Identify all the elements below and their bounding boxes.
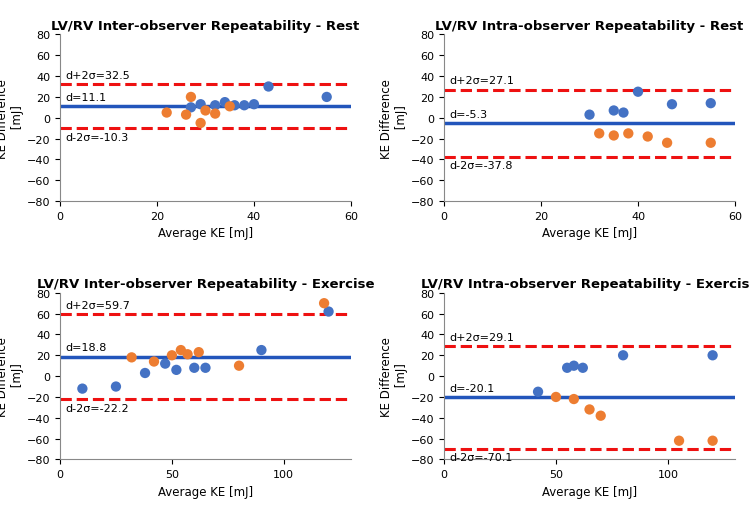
Point (170, 366, 182, 374)
Text: d=-20.1: d=-20.1 (450, 383, 495, 393)
Point (195, 120, 207, 128)
Point (200, 107, 211, 115)
Point (608, 107, 619, 115)
Point (661, 139, 673, 147)
Y-axis label: KE Difference
 [mJ]: KE Difference [mJ] (0, 79, 24, 159)
Point (706, 437, 718, 445)
Point (224, 103, 236, 111)
Point (219, 99, 231, 107)
Point (617, 351, 629, 360)
Text: d=11.1: d=11.1 (66, 93, 107, 103)
Text: d+2σ=59.7: d+2σ=59.7 (66, 300, 130, 310)
Point (188, 364, 200, 372)
Point (209, 102, 221, 110)
Point (160, 109, 172, 117)
Point (706, 351, 718, 360)
Point (584, 406, 596, 414)
X-axis label: Average KE [mJ]: Average KE [mJ] (158, 485, 253, 498)
Point (166, 351, 178, 360)
Point (180, 112, 192, 120)
Point (561, 364, 573, 372)
X-axis label: Average KE [mJ]: Average KE [mJ] (158, 227, 253, 240)
Point (110, 383, 122, 391)
Point (577, 364, 589, 372)
Y-axis label: KE Difference
 [mJ]: KE Difference [mJ] (0, 336, 24, 416)
Point (617, 109, 629, 117)
Point (608, 132, 619, 140)
Point (195, 101, 207, 109)
Point (148, 358, 160, 366)
X-axis label: Average KE [mJ]: Average KE [mJ] (542, 227, 637, 240)
Point (705, 100, 717, 108)
Point (666, 101, 678, 109)
Text: d+2σ=32.5: d+2σ=32.5 (66, 71, 130, 81)
Point (76, 385, 88, 393)
Point (321, 94, 333, 102)
Point (229, 102, 241, 110)
Text: d=-5.3: d=-5.3 (450, 110, 488, 120)
Point (642, 133, 654, 141)
Text: d-2σ=-37.8: d-2σ=-37.8 (450, 161, 513, 171)
Text: d=18.8: d=18.8 (66, 343, 107, 352)
Point (238, 102, 250, 110)
Point (139, 369, 151, 377)
Point (532, 388, 544, 396)
Text: d-2σ=-10.3: d-2σ=-10.3 (66, 132, 129, 142)
Point (632, 88, 644, 96)
Y-axis label: KE Difference
 [mJ]: KE Difference [mJ] (380, 336, 408, 416)
X-axis label: Average KE [mJ]: Average KE [mJ] (542, 485, 637, 498)
Point (322, 308, 334, 316)
Point (595, 412, 607, 420)
Text: d+2σ=29.1: d+2σ=29.1 (450, 332, 514, 342)
Y-axis label: KE Difference
 [mJ]: KE Difference [mJ] (380, 79, 408, 159)
Title: LV/RV Inter-observer Repeatability - Rest: LV/RV Inter-observer Repeatability - Res… (51, 20, 359, 33)
Point (200, 364, 211, 372)
Point (209, 110, 221, 118)
Text: d-2σ=-22.2: d-2σ=-22.2 (66, 403, 130, 413)
Point (568, 362, 580, 370)
Point (705, 139, 717, 147)
Point (262, 83, 274, 91)
Point (185, 94, 197, 102)
Text: d-2σ=-70.1: d-2σ=-70.1 (450, 452, 513, 463)
Point (175, 346, 187, 355)
Title: LV/RV Intra-observer Repeatability - Exercise: LV/RV Intra-observer Repeatability - Exe… (421, 278, 750, 291)
Point (593, 130, 605, 138)
Point (248, 101, 260, 109)
Point (185, 104, 197, 112)
Point (159, 360, 171, 368)
Point (256, 346, 268, 355)
Point (193, 348, 205, 357)
Title: LV/RV Inter-observer Repeatability - Exercise: LV/RV Inter-observer Repeatability - Exe… (37, 278, 374, 291)
Point (584, 112, 596, 120)
Point (568, 395, 580, 403)
Point (550, 393, 562, 401)
Point (233, 362, 245, 370)
Point (125, 354, 137, 362)
Text: d+2σ=27.1: d+2σ=27.1 (450, 76, 514, 86)
Title: LV/RV Intra-observer Repeatability - Rest: LV/RV Intra-observer Repeatability - Res… (436, 20, 744, 33)
Point (673, 437, 685, 445)
Point (622, 130, 634, 138)
Point (182, 350, 194, 359)
Point (318, 299, 330, 308)
